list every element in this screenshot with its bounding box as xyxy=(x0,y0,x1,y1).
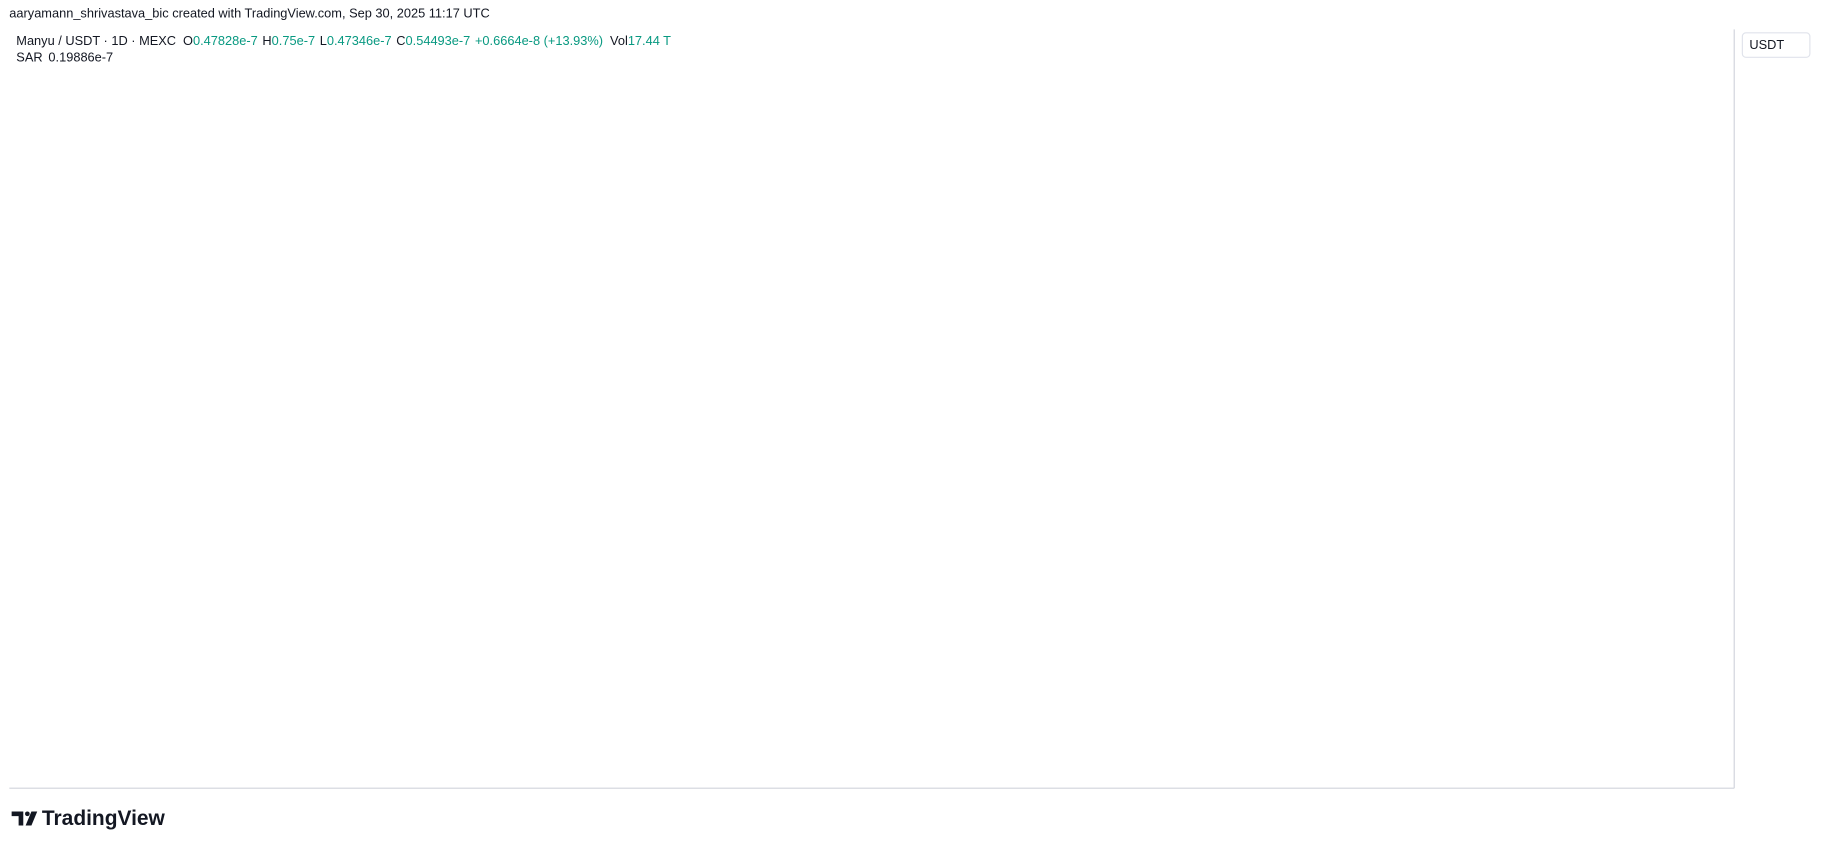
close-label: C xyxy=(396,34,405,49)
logo-text: TradingView xyxy=(42,807,166,830)
symbol: Manyu / USDT · 1D · MEXC xyxy=(16,34,176,49)
high-value: 0.75e-7 xyxy=(272,34,315,49)
sar-legend: SAR 0.19886e-7 xyxy=(16,50,113,65)
open-value: 0.47828e-7 xyxy=(193,34,258,49)
low-label: L xyxy=(320,34,327,49)
logo-icon-dot xyxy=(25,811,30,817)
logo: TradingView xyxy=(11,807,166,830)
volume-value: 17.44 T xyxy=(628,34,671,49)
change-value: +0.6664e-8 (+13.93%) xyxy=(475,34,603,49)
volume-label: Vol xyxy=(610,34,628,49)
high-label: H xyxy=(262,34,271,49)
low-value: 0.47346e-7 xyxy=(327,34,392,49)
currency-button[interactable] xyxy=(1741,32,1811,58)
open-label: O xyxy=(183,34,193,49)
sar-value: 0.19886e-7 xyxy=(48,50,113,65)
close-value: 0.54493e-7 xyxy=(406,34,471,49)
currency-button-label[interactable]: USDT xyxy=(1749,37,1784,52)
attribution: aaryamann_shrivastava_bic created with T… xyxy=(9,6,489,21)
logo-icon xyxy=(11,811,38,826)
sar-name: SAR xyxy=(16,50,42,65)
ohlc-legend: Manyu / USDT · 1D · MEXC O0.47828e-7 H0.75… xyxy=(16,34,671,49)
